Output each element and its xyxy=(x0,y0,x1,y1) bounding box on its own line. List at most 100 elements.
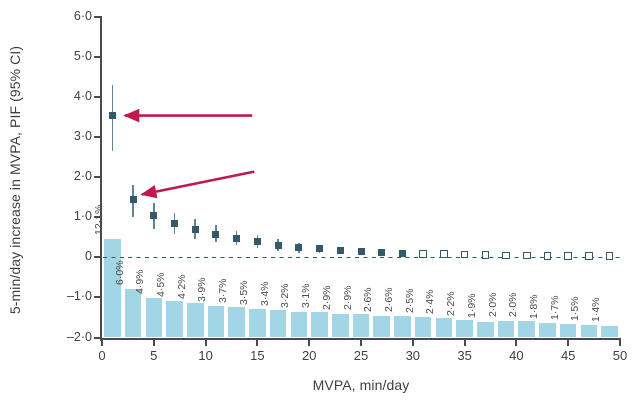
bar-label: 3·9% xyxy=(196,277,209,302)
y-tick-label: 0 xyxy=(85,249,92,264)
pif-marker-open xyxy=(502,251,510,260)
pif-marker xyxy=(378,249,386,257)
pif-marker xyxy=(398,249,406,257)
x-tick xyxy=(256,340,259,346)
pif-marker-open xyxy=(419,250,427,258)
bar xyxy=(580,325,598,338)
x-tick xyxy=(152,340,155,346)
pif-marker-open xyxy=(440,250,448,258)
y-tick xyxy=(93,336,100,339)
x-tick xyxy=(463,340,466,346)
x-axis-title: MVPA, min/day xyxy=(312,377,410,393)
pif-marker-open xyxy=(564,252,572,260)
pif-marker xyxy=(129,195,137,203)
bar xyxy=(290,311,308,338)
x-tick xyxy=(619,340,621,346)
x-tick-label: 30 xyxy=(405,348,421,363)
bar-label: 1·5% xyxy=(569,296,582,322)
pif-marker-open xyxy=(460,250,469,259)
pif-marker-open xyxy=(585,252,593,260)
bar xyxy=(186,303,204,338)
bar-label: 2·9% xyxy=(320,285,333,310)
y-tick xyxy=(93,16,100,18)
bar-label: 4·5% xyxy=(155,272,168,297)
bar xyxy=(456,319,473,338)
bar-label: 2·4% xyxy=(424,289,437,315)
pif-marker xyxy=(336,247,344,255)
pif-marker xyxy=(316,245,324,253)
x-tick-label: 35 xyxy=(457,348,472,363)
bar xyxy=(104,239,121,338)
bar xyxy=(414,317,432,338)
bar-label: 2·5% xyxy=(403,288,416,314)
pif-marker-open xyxy=(605,252,614,260)
bar xyxy=(497,321,515,338)
bar xyxy=(166,300,183,338)
bar-label: 3·1% xyxy=(300,283,313,309)
pif-marker xyxy=(171,219,179,227)
bar-label: 3·5% xyxy=(237,280,250,306)
bar xyxy=(373,316,390,338)
y-tick-label: –1·0 xyxy=(66,289,92,304)
bar xyxy=(601,326,618,338)
pif-marker xyxy=(150,211,158,219)
y-tick-label: 4·0 xyxy=(73,89,92,104)
y-tick-label: 2·0 xyxy=(73,169,92,184)
bar-label: 3·7% xyxy=(217,278,230,304)
x-tick-label: 5 xyxy=(150,348,158,363)
pif-marker xyxy=(108,111,116,119)
bar xyxy=(124,288,142,338)
x-tick xyxy=(515,340,518,346)
y-axis-line xyxy=(99,16,102,341)
bar xyxy=(539,322,556,338)
x-tick xyxy=(567,340,570,346)
x-tick-label: 10 xyxy=(198,348,213,363)
bar xyxy=(269,309,287,338)
x-tick-label: 25 xyxy=(353,348,369,363)
bar-label: 4·2% xyxy=(175,274,188,300)
y-tick-label: 3·0 xyxy=(73,129,92,144)
bar xyxy=(518,321,536,338)
bar-label: 3·4% xyxy=(258,281,271,306)
pif-marker-open xyxy=(481,251,490,259)
y-tick xyxy=(93,296,100,299)
x-tick xyxy=(360,340,362,346)
y-tick xyxy=(93,176,100,179)
bar xyxy=(559,323,577,338)
bar-label: 4·9% xyxy=(134,269,147,294)
bar-label: 1·4% xyxy=(590,297,603,323)
bar xyxy=(145,297,163,338)
x-tick xyxy=(204,340,207,346)
bar-label: 1·8% xyxy=(527,294,540,319)
bar xyxy=(394,316,411,338)
x-tick-label: 20 xyxy=(301,348,317,363)
x-tick-label: 50 xyxy=(612,348,628,363)
y-tick xyxy=(93,136,100,139)
x-tick xyxy=(411,340,414,346)
pif-marker-open xyxy=(523,251,531,260)
pif-marker xyxy=(233,234,241,242)
bar xyxy=(249,309,266,338)
bar-label: 2·0% xyxy=(486,292,499,318)
x-tick xyxy=(101,340,103,346)
pif-marker xyxy=(191,225,199,233)
bar-label: 2·6% xyxy=(362,287,375,313)
zero-line xyxy=(103,256,624,259)
y-tick-label: 1·0 xyxy=(73,209,92,224)
y-tick xyxy=(93,96,100,99)
bar-label: 2·2% xyxy=(445,291,458,316)
bar-label: 2·0% xyxy=(507,292,520,318)
pif-marker xyxy=(274,241,282,249)
x-tick-label: 0 xyxy=(98,348,106,363)
bar-label: 3·2% xyxy=(279,283,292,308)
pif-marker xyxy=(295,244,303,252)
bar xyxy=(207,305,225,338)
x-tick-label: 15 xyxy=(250,348,265,363)
y-tick-label: 5·0 xyxy=(73,49,92,64)
bar-label: 1·9% xyxy=(465,293,478,319)
bar xyxy=(228,307,245,338)
x-axis-line xyxy=(99,337,621,341)
bar-label: 2·9% xyxy=(341,285,354,310)
y-tick xyxy=(93,256,100,259)
bar-label: 1·7% xyxy=(548,295,561,320)
